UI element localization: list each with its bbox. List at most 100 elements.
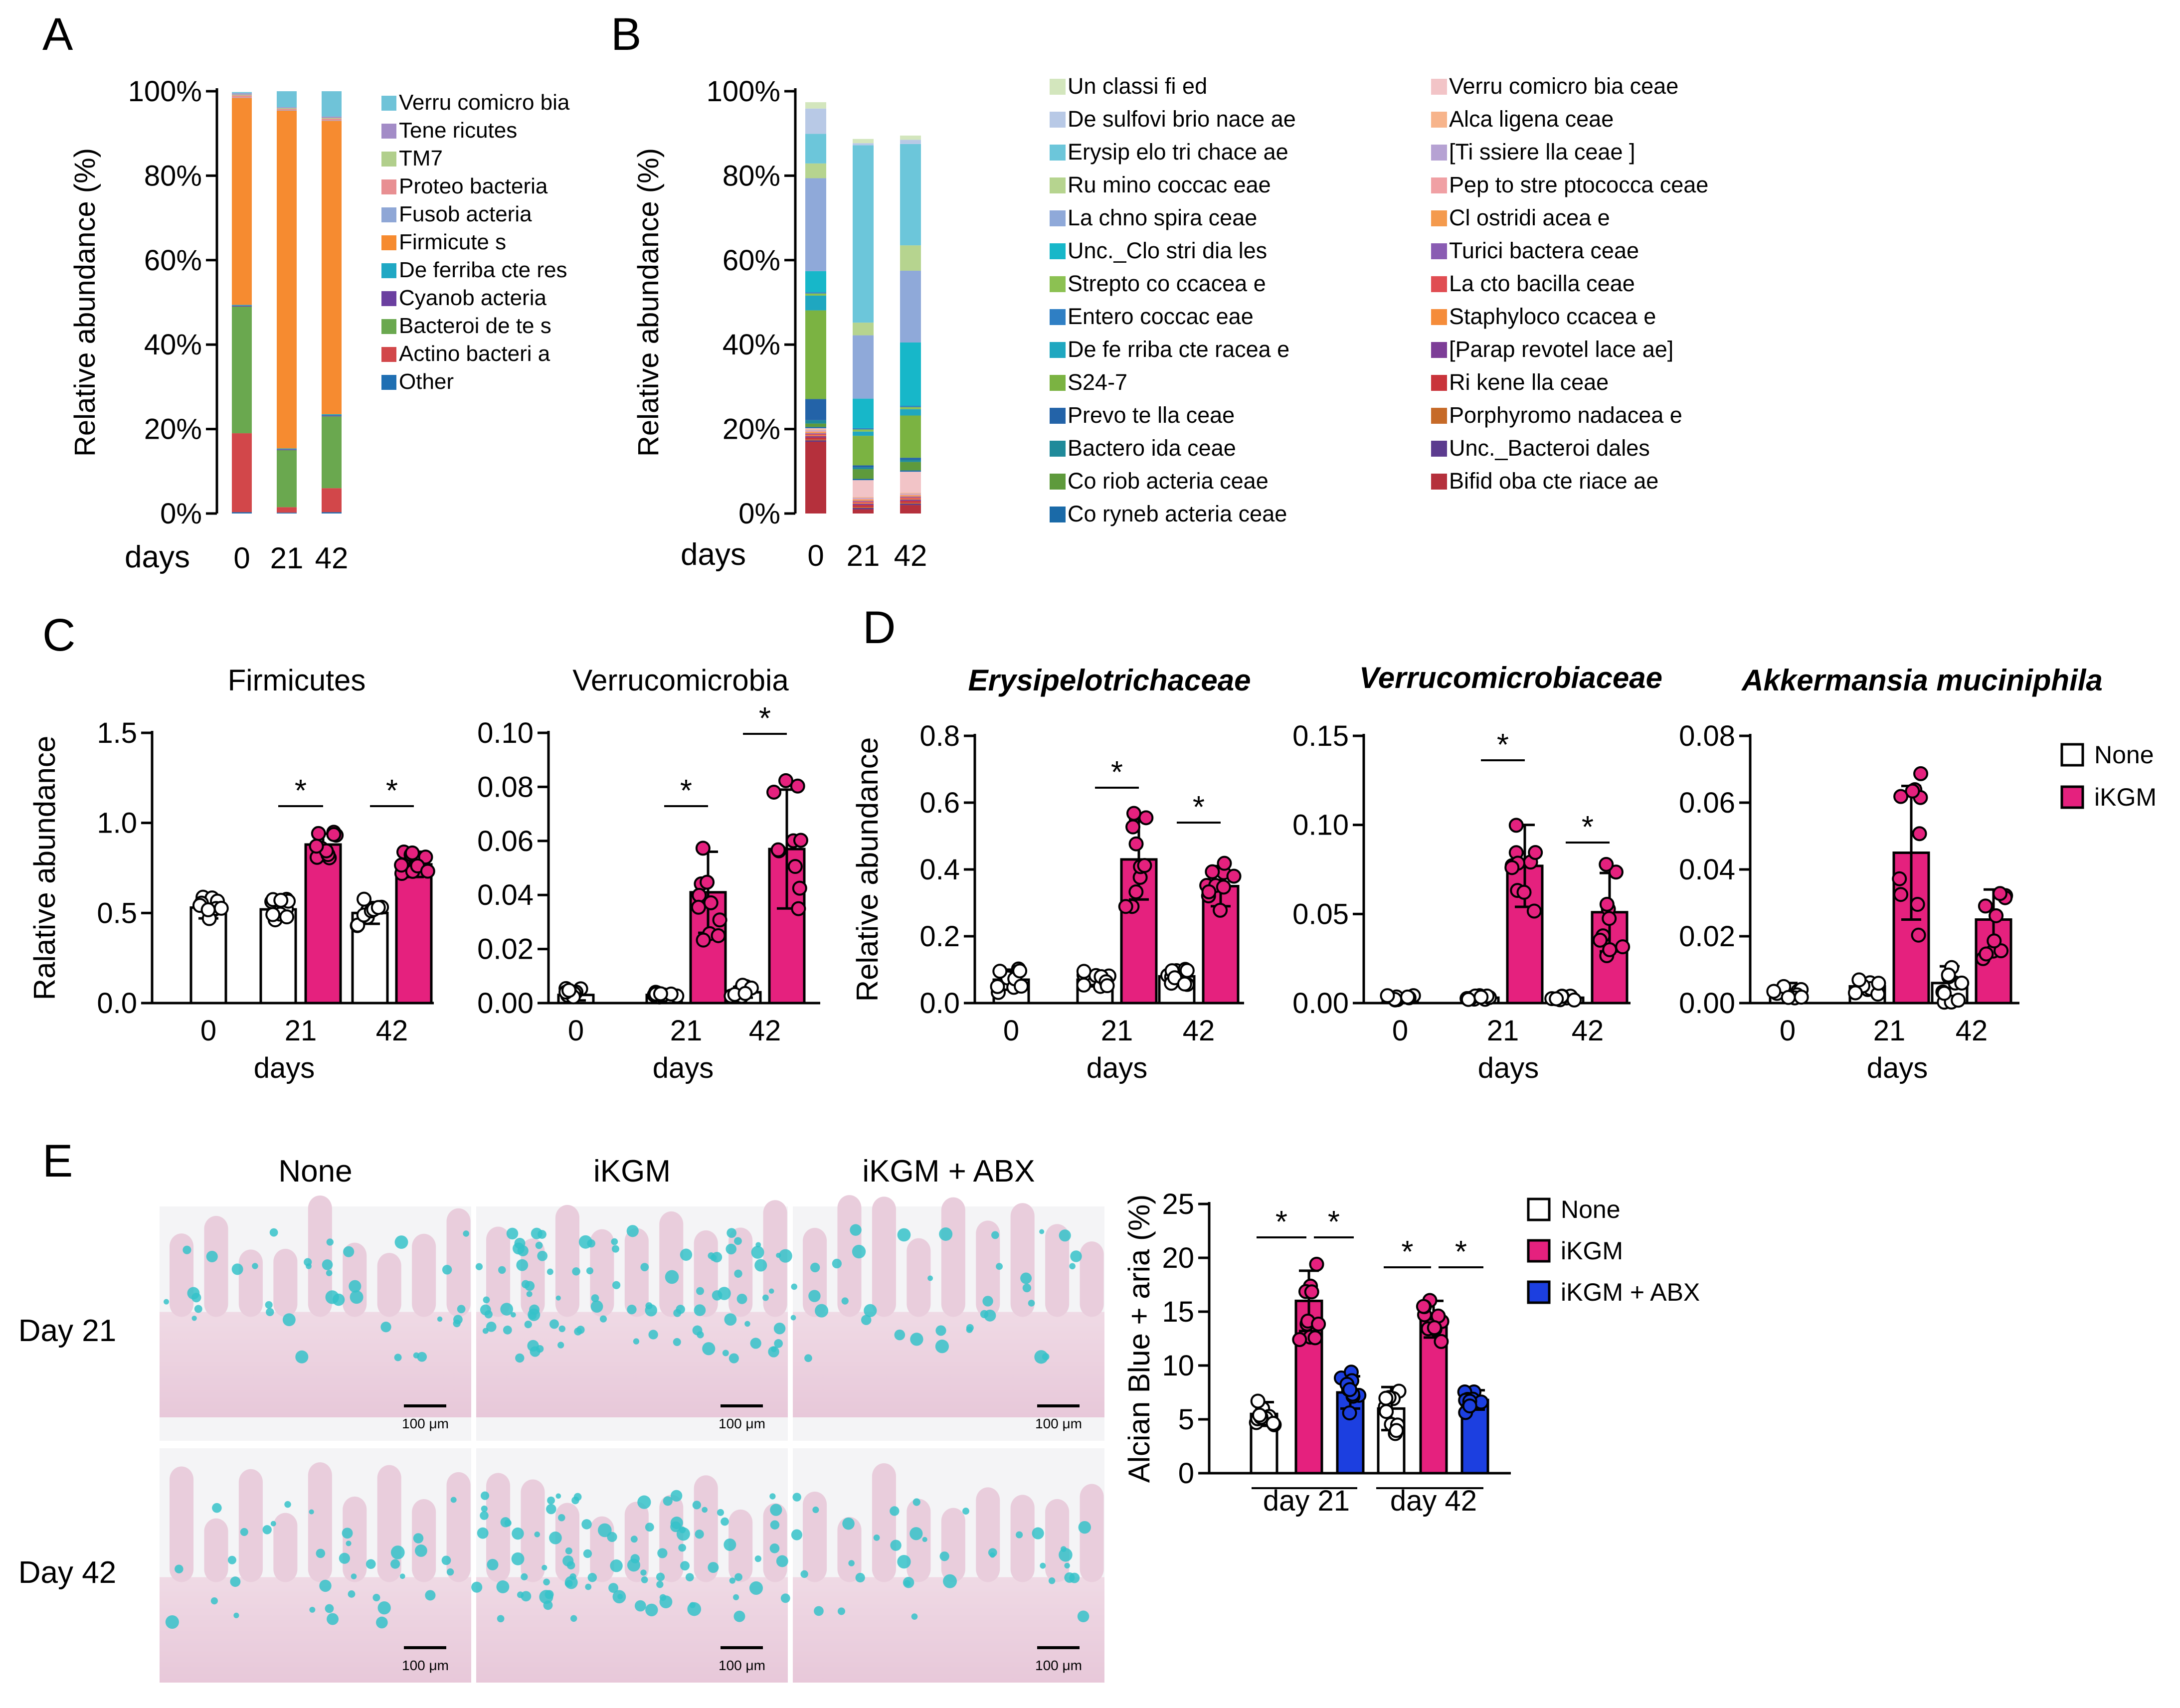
y-tick-label: 0.00 [1679,987,1735,1020]
goblet-cell [812,1506,819,1513]
data-point [1851,972,1867,988]
goblet-cell [175,1564,183,1573]
bar-segment [853,323,874,336]
histology-column-title: iKGM + ABX [862,1154,1035,1189]
data-point [990,979,1005,994]
goblet-cell [545,1590,554,1599]
data-point [1460,992,1476,1007]
scale-bar-label: 100 μm [402,1658,449,1673]
goblet-cell [191,1316,197,1321]
legend-swatch [381,319,396,334]
x-tick-label: 21 [1101,1015,1133,1047]
legend-label: Staphyloco ccacea e [1449,304,1656,329]
goblet-cell [342,1528,353,1539]
bar-segment [322,414,342,416]
significance-star: * [295,774,307,808]
data-point [561,983,577,998]
goblet-cell [890,1539,902,1551]
goblet-cell [327,1613,339,1625]
goblet-cell [557,1342,564,1349]
bar-segment [277,449,297,450]
goblet-cell [850,1224,862,1236]
goblet-cell [744,1321,750,1327]
data-point [1871,976,1886,991]
goblet-cell [586,1267,594,1275]
scale-bar-label: 100 μm [1035,1658,1082,1673]
y-tick-label: 20% [723,413,780,446]
goblet-cell [728,1353,739,1364]
goblet-cell [542,1564,547,1570]
tissue-band [793,1312,1104,1417]
bar-ikgm [304,843,342,1005]
villus [941,1508,965,1582]
goblet-cell [922,1537,927,1542]
goblet-cell [457,1305,466,1314]
legend-label: Cyanob acteria [399,286,546,310]
data-point [1892,871,1907,886]
villus [204,1518,228,1582]
legend-swatch [381,207,396,222]
x-axis-label: days [254,1052,315,1084]
data-point [1794,990,1809,1005]
goblet-cell [497,1615,505,1623]
goblet-cell [774,1339,783,1348]
goblet-cell [555,1493,561,1499]
panel-letter-c: C [42,610,75,661]
legend-label: Fusob acteria [399,202,532,226]
bar-segment [805,108,826,134]
significance-star: * [1582,810,1594,845]
bar-segment [853,467,874,470]
goblet-cell [804,1354,812,1363]
x-axis-label: days [1867,1052,1928,1084]
bar-segment [277,110,297,111]
villus [273,1248,298,1317]
goblet-cell [673,1309,682,1317]
legend-swatch [1527,1280,1551,1304]
goblet-cell [1028,1300,1035,1307]
data-point [1462,1398,1477,1414]
bar-segment [900,470,921,472]
data-point [1216,879,1231,895]
goblet-cell [165,1615,179,1629]
goblet-cell [413,1533,424,1543]
data-point [696,932,711,948]
legend-swatch [381,347,396,362]
legend-e: None iKGM iKGM + ABX [1527,1196,1700,1306]
data-point [711,928,726,943]
legend-label: Erysip elo tri chace ae [1068,139,1288,165]
x-tick-label: 21 [670,1015,703,1047]
goblet-cell [611,1238,618,1245]
legend-swatch [1050,177,1066,193]
goblet-cell [375,1616,388,1629]
goblet-cell [503,1325,512,1335]
x-axis-label: days [1087,1052,1148,1084]
goblet-cell [265,1301,273,1309]
y-tick-label: 60% [144,244,202,277]
scale-bar-label: 100 μm [719,1416,765,1431]
bar-segment [805,178,826,271]
villus [624,1228,649,1317]
bar-segment [805,295,826,311]
scale-bar-label: 100 μm [402,1416,449,1431]
goblet-cell [558,1325,565,1333]
legend-swatch [1050,210,1066,226]
goblet-cell [842,1517,855,1530]
goblet-cell [1022,1283,1032,1293]
legend-swatch [1050,375,1066,391]
data-point [1118,899,1133,914]
bar-segment [805,440,826,442]
data-point [1217,855,1232,871]
goblet-cell [380,1322,391,1333]
legend-label: De sulfovi brio nace ae [1068,106,1296,132]
x-tick-label: 0 [1003,1015,1019,1047]
goblet-cell [634,1600,646,1612]
goblet-cell [437,1316,443,1322]
goblet-cell [350,1290,363,1304]
bar-segment [232,93,252,95]
villus [238,1249,263,1317]
goblet-cell [768,1288,774,1294]
histology-column-title: iKGM [593,1154,671,1189]
data-point [420,863,435,879]
bar-segment [900,458,921,460]
bar-segment [805,430,826,431]
